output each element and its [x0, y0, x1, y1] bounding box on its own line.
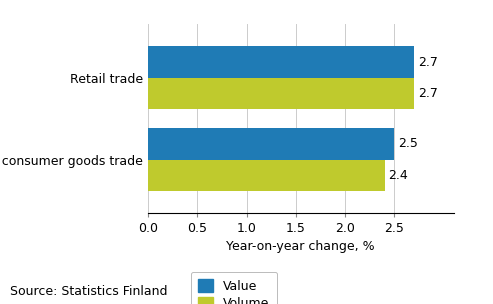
Text: 2.7: 2.7 — [418, 56, 438, 68]
Text: Source: Statistics Finland: Source: Statistics Finland — [10, 285, 167, 298]
Bar — [148, 78, 414, 109]
Bar — [148, 160, 385, 191]
Text: 2.4: 2.4 — [388, 169, 408, 181]
Text: 2.5: 2.5 — [398, 137, 418, 150]
Bar — [148, 47, 414, 78]
X-axis label: Year-on-year change, %: Year-on-year change, % — [226, 240, 375, 253]
Text: 2.7: 2.7 — [418, 87, 438, 100]
Legend: Value, Volume: Value, Volume — [191, 272, 277, 304]
Bar — [148, 128, 394, 160]
